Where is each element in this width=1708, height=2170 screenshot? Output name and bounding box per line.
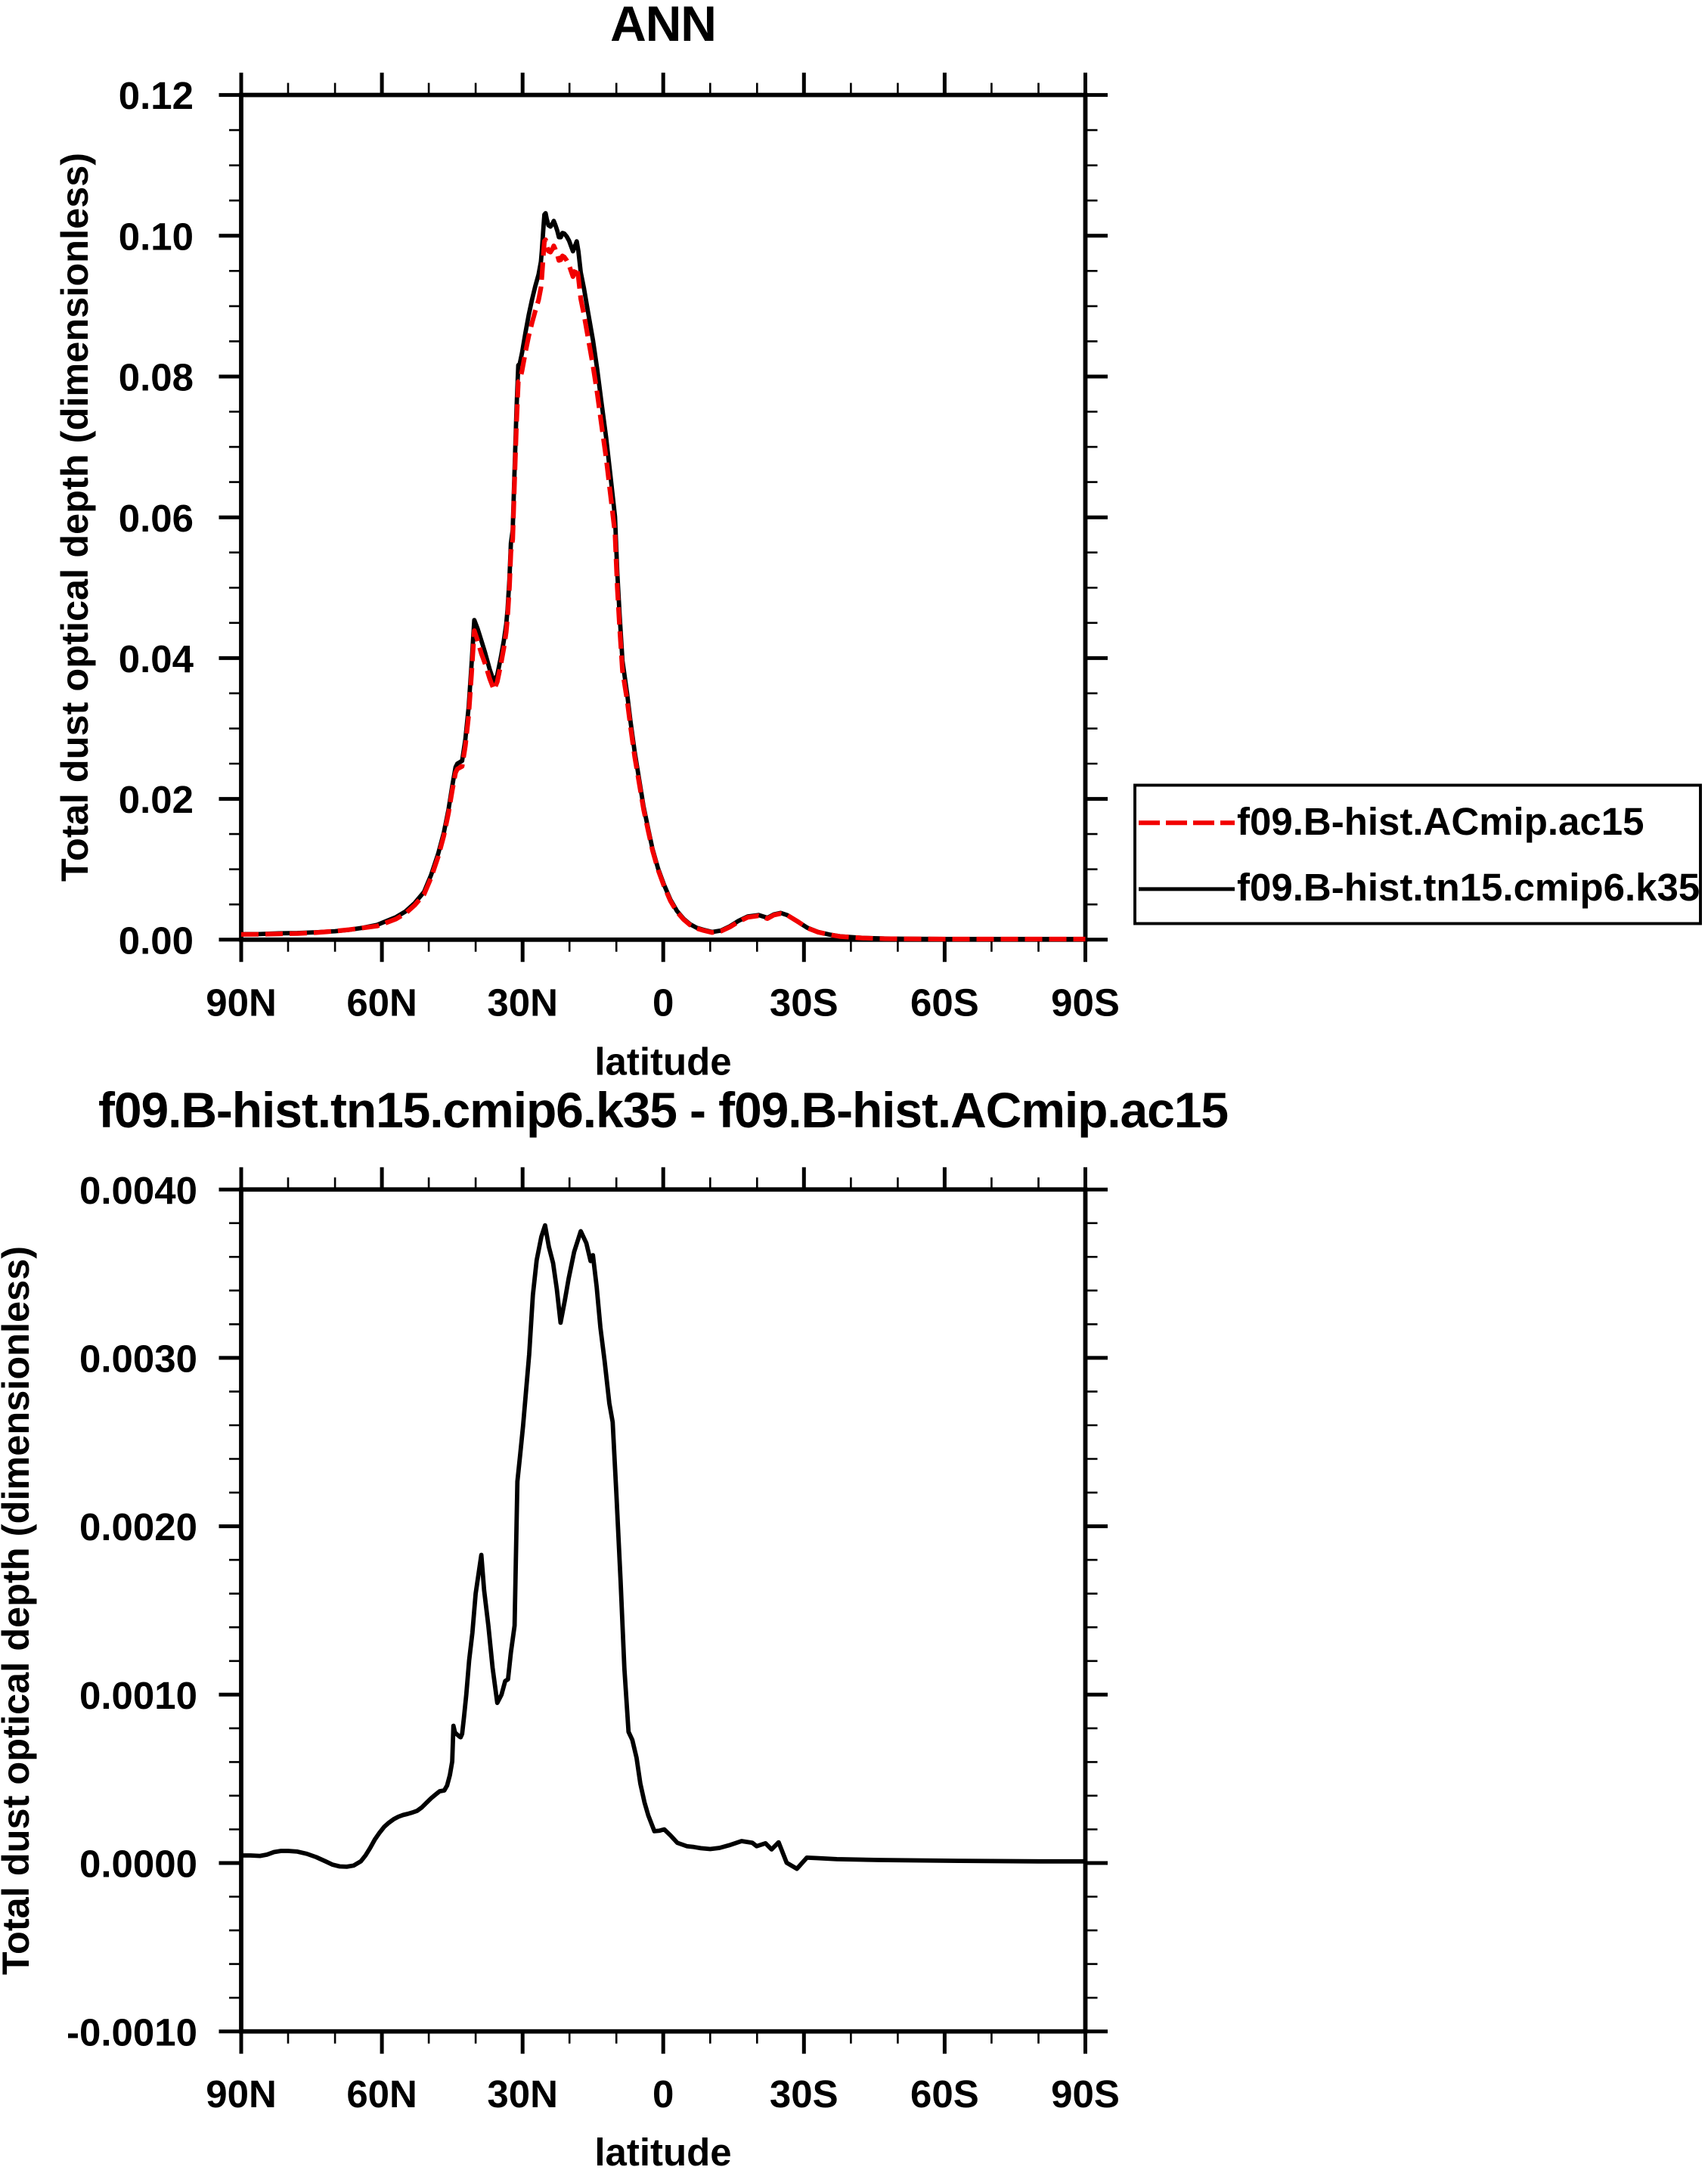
svg-text:0.06: 0.06 xyxy=(119,497,194,540)
svg-text:latitude: latitude xyxy=(594,2131,731,2170)
svg-text:Total dust optical depth (dime: Total dust optical depth (dimensionless) xyxy=(0,1246,37,1975)
svg-text:0.0020: 0.0020 xyxy=(79,1505,197,1548)
svg-text:latitude: latitude xyxy=(594,1040,731,1083)
svg-text:0.08: 0.08 xyxy=(119,356,194,399)
svg-text:60S: 60S xyxy=(910,981,979,1025)
svg-text:0.00: 0.00 xyxy=(119,919,194,962)
svg-text:0.12: 0.12 xyxy=(119,74,194,117)
svg-text:0.04: 0.04 xyxy=(119,637,194,680)
svg-text:Total dust optical depth (dime: Total dust optical depth (dimensionless) xyxy=(53,153,96,882)
svg-text:0.0040: 0.0040 xyxy=(79,1169,197,1212)
svg-text:0.10: 0.10 xyxy=(119,215,194,258)
svg-text:0: 0 xyxy=(653,981,674,1025)
svg-text:90S: 90S xyxy=(1051,2072,1120,2116)
svg-text:90S: 90S xyxy=(1051,981,1120,1025)
svg-text:90N: 90N xyxy=(206,981,277,1025)
svg-text:0.02: 0.02 xyxy=(119,778,194,821)
svg-text:f09.B-hist.ACmip.ac15: f09.B-hist.ACmip.ac15 xyxy=(1237,800,1644,843)
svg-text:30S: 30S xyxy=(770,981,839,1025)
svg-text:-0.0010: -0.0010 xyxy=(67,2010,197,2054)
svg-text:0: 0 xyxy=(653,2072,674,2116)
svg-text:60N: 60N xyxy=(346,981,417,1025)
svg-text:90N: 90N xyxy=(206,2072,277,2116)
svg-text:f09.B-hist.tn15.cmip6.k35 - f0: f09.B-hist.tn15.cmip6.k35 - f09.B-hist.A… xyxy=(98,1082,1228,1138)
svg-text:f09.B-hist.tn15.cmip6.k35: f09.B-hist.tn15.cmip6.k35 xyxy=(1237,866,1700,909)
svg-text:30S: 30S xyxy=(770,2072,839,2116)
svg-text:0.0030: 0.0030 xyxy=(79,1338,197,1381)
svg-text:0.0010: 0.0010 xyxy=(79,1674,197,1717)
svg-text:60N: 60N xyxy=(346,2072,417,2116)
svg-text:30N: 30N xyxy=(487,981,558,1025)
svg-text:ANN: ANN xyxy=(610,0,716,51)
svg-text:0.0000: 0.0000 xyxy=(79,1843,197,1886)
svg-text:30N: 30N xyxy=(487,2072,558,2116)
svg-text:60S: 60S xyxy=(910,2072,979,2116)
